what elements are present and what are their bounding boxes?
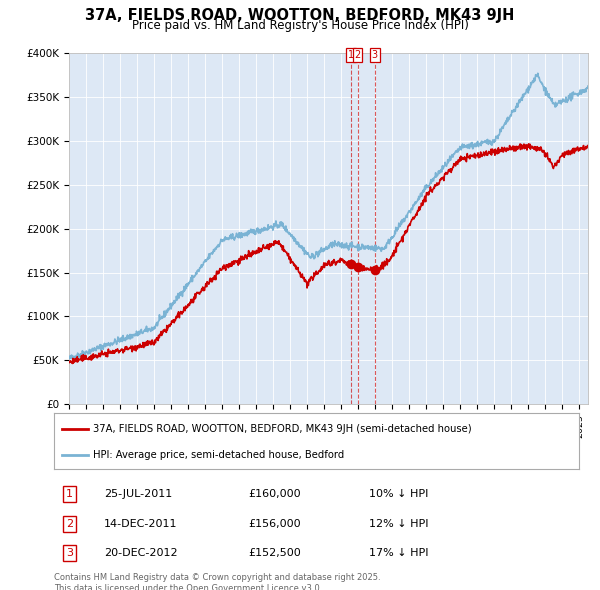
- Text: 37A, FIELDS ROAD, WOOTTON, BEDFORD, MK43 9JH: 37A, FIELDS ROAD, WOOTTON, BEDFORD, MK43…: [85, 8, 515, 23]
- Text: 17% ↓ HPI: 17% ↓ HPI: [369, 548, 428, 558]
- Text: 37A, FIELDS ROAD, WOOTTON, BEDFORD, MK43 9JH (semi-detached house): 37A, FIELDS ROAD, WOOTTON, BEDFORD, MK43…: [94, 424, 472, 434]
- Text: 1: 1: [66, 489, 73, 499]
- Text: 3: 3: [66, 548, 73, 558]
- Text: HPI: Average price, semi-detached house, Bedford: HPI: Average price, semi-detached house,…: [94, 450, 344, 460]
- Text: £152,500: £152,500: [248, 548, 301, 558]
- Text: £160,000: £160,000: [248, 489, 301, 499]
- Text: 2: 2: [66, 519, 73, 529]
- Text: Contains HM Land Registry data © Crown copyright and database right 2025.
This d: Contains HM Land Registry data © Crown c…: [54, 573, 380, 590]
- Text: 12% ↓ HPI: 12% ↓ HPI: [369, 519, 428, 529]
- Text: £156,000: £156,000: [248, 519, 301, 529]
- Text: Price paid vs. HM Land Registry's House Price Index (HPI): Price paid vs. HM Land Registry's House …: [131, 19, 469, 32]
- Text: 10% ↓ HPI: 10% ↓ HPI: [369, 489, 428, 499]
- Text: 2: 2: [355, 50, 361, 60]
- Text: 25-JUL-2011: 25-JUL-2011: [104, 489, 172, 499]
- Text: 14-DEC-2011: 14-DEC-2011: [104, 519, 178, 529]
- Text: 1: 1: [348, 50, 354, 60]
- Text: 3: 3: [372, 50, 378, 60]
- Text: 20-DEC-2012: 20-DEC-2012: [104, 548, 178, 558]
